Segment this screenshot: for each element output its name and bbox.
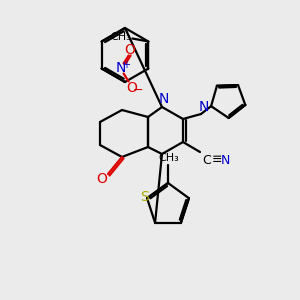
Text: C: C <box>202 154 211 166</box>
Text: CH₃: CH₃ <box>159 153 179 163</box>
Text: CH₃: CH₃ <box>110 32 131 43</box>
Text: −: − <box>132 84 143 97</box>
Text: ≡: ≡ <box>212 154 222 166</box>
Text: N: N <box>199 100 209 114</box>
Text: N: N <box>159 92 169 106</box>
Text: O: O <box>97 172 107 186</box>
Text: S: S <box>140 190 148 204</box>
Text: N: N <box>220 154 230 166</box>
Text: O: O <box>126 82 137 95</box>
Text: N: N <box>116 61 126 76</box>
Text: O: O <box>124 43 135 56</box>
Text: +: + <box>122 59 130 70</box>
